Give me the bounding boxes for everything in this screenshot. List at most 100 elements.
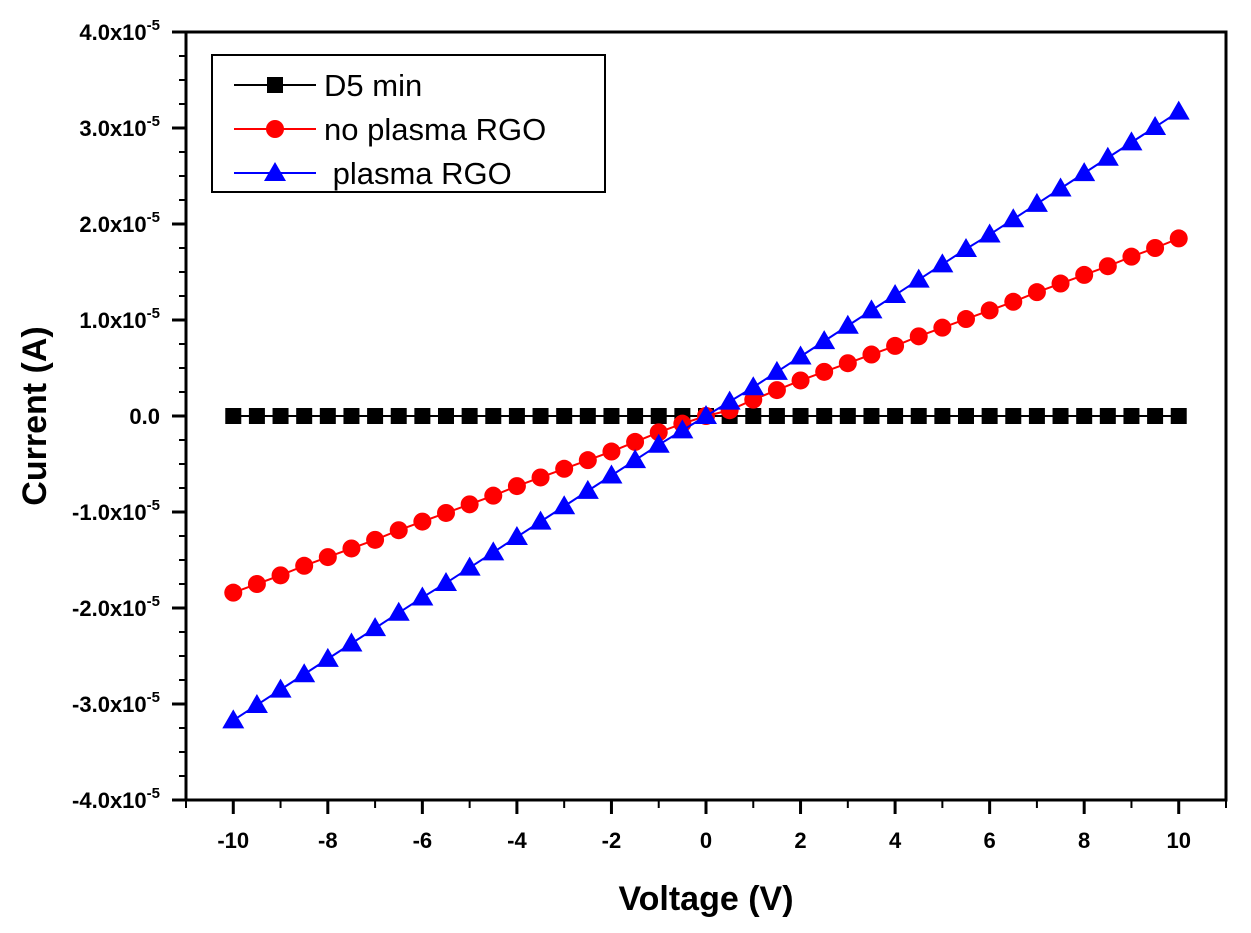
data-point (1002, 208, 1025, 228)
data-point (340, 632, 363, 652)
data-point (978, 223, 1001, 243)
data-point (1169, 229, 1188, 248)
data-point (272, 408, 289, 424)
data-point (624, 449, 647, 469)
data-point (1147, 408, 1164, 424)
data-point (600, 464, 623, 484)
data-point (1028, 408, 1045, 424)
data-point (863, 408, 880, 424)
data-point (909, 327, 928, 346)
data-point (247, 575, 266, 593)
data-point (742, 376, 765, 396)
data-point (367, 408, 384, 424)
data-point (319, 408, 336, 424)
data-point (1123, 408, 1140, 424)
series-2 (222, 100, 1190, 729)
data-point (364, 617, 387, 637)
y-tick-label: 4.0x10-5 (79, 17, 160, 45)
data-point (1144, 116, 1167, 136)
data-point (576, 479, 599, 499)
data-point (958, 408, 974, 424)
data-point (1075, 265, 1094, 284)
data-point (1099, 408, 1116, 424)
data-point (1098, 257, 1117, 276)
data-point (461, 408, 478, 424)
data-point (886, 336, 905, 355)
data-point (768, 408, 785, 424)
data-point (1051, 274, 1070, 293)
x-tick-label: 6 (984, 828, 996, 853)
data-point (435, 572, 457, 592)
data-point (836, 314, 859, 334)
data-point (343, 408, 360, 424)
data-point (980, 301, 999, 320)
data-point (1076, 408, 1093, 424)
x-tick-label: 8 (1078, 828, 1090, 853)
data-point (224, 583, 243, 602)
data-point (555, 459, 574, 478)
data-point (460, 495, 479, 514)
data-point (413, 512, 432, 531)
y-tick-label: -1.0x10-5 (72, 497, 160, 525)
data-point (1146, 239, 1165, 257)
data-point (269, 678, 292, 698)
data-point (248, 408, 265, 424)
data-point (931, 253, 954, 273)
data-point (910, 408, 927, 424)
data-point (767, 381, 786, 400)
series-layer (222, 100, 1190, 729)
data-point (366, 530, 385, 549)
axis-ticks: -10 -8 -6 -4 -2 0 2 4 6 8 10 -4.0x10-5 -3.0x10-5 -2.0… (72, 17, 1227, 853)
data-point (815, 362, 834, 381)
data-point (813, 330, 836, 350)
x-tick-label: 4 (889, 828, 902, 853)
data-point (1096, 146, 1119, 166)
x-tick-label: -4 (507, 828, 527, 853)
x-axis-title: Voltage (V) (618, 880, 793, 918)
data-point (789, 345, 812, 365)
data-point (295, 556, 314, 575)
data-point (981, 408, 998, 424)
legend-swatch-marker (264, 162, 286, 181)
y-tick-label: 2.0x10-5 (79, 209, 160, 237)
data-point (1005, 408, 1022, 424)
data-point (556, 408, 573, 424)
data-point (626, 432, 645, 451)
data-point (507, 477, 526, 496)
data-point (860, 299, 883, 319)
data-point (578, 451, 597, 470)
data-point (437, 503, 455, 522)
data-point (342, 539, 361, 558)
y-tick-label: -2.0x10-5 (72, 593, 160, 621)
data-point (839, 408, 856, 424)
data-point (1004, 292, 1023, 311)
y-tick-label: -3.0x10-5 (72, 689, 160, 717)
data-point (1073, 162, 1096, 182)
data-point (955, 237, 977, 257)
data-point (907, 268, 930, 288)
data-point (1052, 408, 1069, 424)
data-point (791, 371, 810, 390)
data-point (485, 408, 502, 424)
data-point (390, 408, 407, 424)
data-point (627, 408, 644, 424)
data-point (1025, 192, 1048, 212)
data-point (1170, 408, 1187, 424)
data-point (389, 521, 408, 540)
x-tick-label: 2 (794, 828, 806, 853)
data-point (553, 495, 576, 515)
data-point (411, 586, 434, 606)
data-point (792, 408, 809, 424)
data-point (816, 408, 833, 424)
y-axis-title: Current (A) (16, 326, 54, 505)
data-point (438, 408, 454, 424)
data-point (508, 408, 525, 424)
data-point (603, 408, 620, 424)
x-tick-label: -2 (602, 828, 622, 853)
data-point (745, 408, 762, 424)
data-point (765, 360, 788, 380)
data-point (671, 419, 694, 439)
legend-entry: plasma RGO (234, 156, 512, 191)
data-point (1049, 177, 1072, 197)
